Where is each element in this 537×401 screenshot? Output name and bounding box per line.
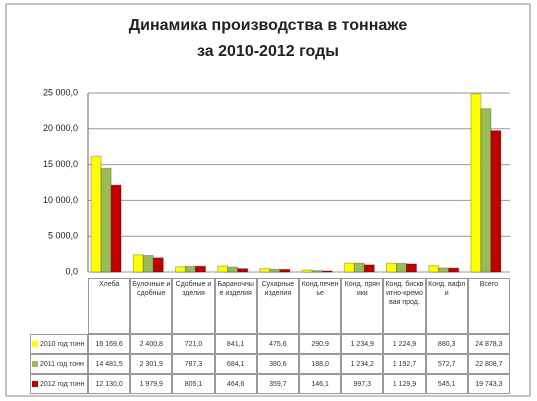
table-value: 1 224,9 <box>383 334 426 354</box>
bar <box>269 268 281 273</box>
table-value: 24 878,3 <box>467 334 510 354</box>
table-value: 787,3 <box>172 354 215 374</box>
bar <box>227 266 239 273</box>
table-value: 380,6 <box>256 354 299 374</box>
y-tick-label: 10 000,0 <box>43 195 78 205</box>
x-tick-label: Конд. вафли <box>425 278 468 334</box>
y-tick-label: 25 000,0 <box>43 87 78 97</box>
x-tick-label: Сдобные изделия <box>172 278 215 334</box>
table-value: 475,6 <box>256 334 299 354</box>
legend-label: 2012 год тонн <box>40 380 85 388</box>
table-value: 16 169,6 <box>88 334 131 354</box>
legend-swatch <box>32 361 38 367</box>
x-tick-label: Сухарные изделия <box>256 278 299 334</box>
x-tick-label: Конд. бисквитно-кремовая прод. <box>383 278 426 334</box>
table-value: 1 129,9 <box>383 374 426 394</box>
x-tick-label: Конд.печенье <box>299 278 342 334</box>
bar <box>90 155 102 273</box>
legend-swatch <box>32 341 38 347</box>
bar <box>142 255 154 273</box>
table-value: 880,3 <box>425 334 468 354</box>
y-tick-label: 0,0 <box>65 266 78 276</box>
table-value: 290,9 <box>299 334 342 354</box>
bar <box>301 269 313 273</box>
table-value: 841,1 <box>214 334 257 354</box>
legend-label: 2011 год тонн <box>40 360 84 368</box>
legend-entry: 2012 год тонн <box>30 374 88 394</box>
table-value: 2 400,8 <box>130 334 173 354</box>
bar <box>110 184 122 273</box>
bar <box>195 265 206 273</box>
x-tick-label: Всего <box>467 278 510 334</box>
bar <box>175 266 186 273</box>
bar <box>406 263 417 273</box>
table-value: 684,1 <box>214 354 257 374</box>
x-tick-label: Хлеба <box>88 278 131 334</box>
bar <box>259 268 271 273</box>
bar <box>363 264 375 273</box>
table-value: 188,0 <box>299 354 342 374</box>
table-value: 146,1 <box>299 374 342 394</box>
y-tick-label: 20 000,0 <box>43 123 78 133</box>
bar <box>448 267 460 273</box>
table-value: 1 979,9 <box>130 374 173 394</box>
bar <box>311 270 323 273</box>
x-tick-label: Булочные и сдобные <box>130 278 173 334</box>
table-value: 1 192,7 <box>383 354 426 374</box>
bar <box>480 108 492 273</box>
table-value: 997,3 <box>341 374 384 394</box>
y-tick-label: 15 000,0 <box>43 159 78 169</box>
bar <box>132 254 144 273</box>
chart-subtitle: за 2010-2012 годы <box>197 43 339 60</box>
bar <box>152 257 164 273</box>
bar <box>217 265 229 273</box>
bar <box>279 268 291 273</box>
bar <box>386 262 397 273</box>
chart-title: Динамика производства в тоннаже <box>129 17 408 34</box>
table-value: 1 234,9 <box>341 334 384 354</box>
bar <box>185 265 196 273</box>
bar <box>396 262 407 273</box>
legend-entry: 2011 год тонн <box>30 354 88 374</box>
table-value: 14 481,5 <box>88 354 131 374</box>
x-tick-label: Конд. пряники <box>341 278 384 334</box>
bar <box>438 267 450 273</box>
table-value: 464,6 <box>214 374 257 394</box>
bar <box>237 268 249 273</box>
table-value: 2 301,9 <box>130 354 173 374</box>
table-value: 545,1 <box>425 374 468 394</box>
bar <box>343 262 355 273</box>
table-value: 572,7 <box>425 354 468 374</box>
table-value: 22 808,7 <box>467 354 510 374</box>
bar <box>470 93 482 273</box>
table-value: 805,1 <box>172 374 215 394</box>
bar <box>428 265 440 273</box>
bar <box>100 167 112 273</box>
legend-entry: 2010 год тонн <box>30 334 88 354</box>
table-value: 721,0 <box>172 334 215 354</box>
legend-label: 2010 год тонн <box>40 340 85 348</box>
bar <box>490 130 502 273</box>
table-value: 12 130,0 <box>88 374 131 394</box>
x-tick-label: Бараночные изделия <box>214 278 257 334</box>
table-value: 19 743,3 <box>467 374 510 394</box>
y-tick-label: 5 000,0 <box>48 231 78 241</box>
bar <box>321 270 333 273</box>
table-value: 1 234,2 <box>341 354 384 374</box>
bar <box>353 262 365 273</box>
legend-swatch <box>32 381 38 387</box>
table-value: 359,7 <box>256 374 299 394</box>
